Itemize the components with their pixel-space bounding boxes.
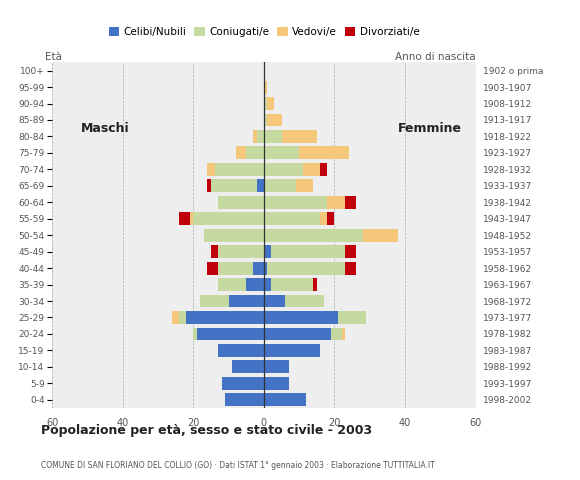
Bar: [204, 229, 264, 241]
Bar: [303, 163, 320, 176]
Bar: [197, 327, 264, 340]
Bar: [201, 295, 229, 308]
Bar: [257, 130, 264, 143]
Bar: [342, 327, 345, 340]
Bar: [264, 130, 281, 143]
Bar: [218, 278, 246, 291]
Bar: [264, 180, 296, 192]
Bar: [264, 311, 338, 324]
Bar: [320, 212, 327, 225]
Bar: [222, 377, 264, 390]
Text: Maschi: Maschi: [81, 122, 129, 135]
Bar: [320, 163, 327, 176]
Bar: [267, 262, 345, 275]
Bar: [264, 327, 331, 340]
Bar: [193, 212, 264, 225]
Bar: [218, 196, 264, 209]
Bar: [186, 311, 264, 324]
Bar: [264, 262, 267, 275]
Bar: [225, 393, 264, 406]
Bar: [267, 114, 281, 126]
Bar: [296, 180, 313, 192]
Bar: [264, 295, 285, 308]
Bar: [179, 212, 190, 225]
Bar: [271, 278, 313, 291]
Bar: [271, 245, 345, 258]
Bar: [345, 245, 356, 258]
Bar: [264, 393, 306, 406]
Bar: [264, 81, 267, 94]
Bar: [327, 196, 345, 209]
Text: Anno di nascita: Anno di nascita: [395, 52, 476, 62]
Bar: [215, 163, 264, 176]
Bar: [331, 327, 342, 340]
Bar: [193, 327, 197, 340]
Bar: [208, 180, 211, 192]
Bar: [327, 212, 335, 225]
Bar: [218, 245, 264, 258]
Bar: [208, 163, 215, 176]
Bar: [253, 130, 257, 143]
Bar: [264, 344, 320, 357]
Bar: [264, 360, 289, 373]
Bar: [211, 245, 218, 258]
Text: COMUNE DI SAN FLORIANO DEL COLLIO (GO) · Dati ISTAT 1° gennaio 2003 · Elaborazio: COMUNE DI SAN FLORIANO DEL COLLIO (GO) ·…: [41, 461, 434, 470]
Bar: [232, 360, 264, 373]
Text: Femmine: Femmine: [398, 122, 462, 135]
Legend: Celibi/Nubili, Coniugati/e, Vedovi/e, Divorziati/e: Celibi/Nubili, Coniugati/e, Vedovi/e, Di…: [104, 23, 423, 41]
Bar: [264, 229, 362, 241]
Text: Popolazione per età, sesso e stato civile - 2003: Popolazione per età, sesso e stato civil…: [41, 424, 372, 437]
Bar: [264, 97, 267, 110]
Bar: [281, 130, 317, 143]
Bar: [264, 212, 320, 225]
Bar: [246, 146, 264, 159]
Bar: [299, 146, 349, 159]
Bar: [229, 295, 264, 308]
Bar: [338, 311, 366, 324]
Bar: [267, 97, 274, 110]
Bar: [218, 262, 253, 275]
Bar: [362, 229, 398, 241]
Bar: [211, 180, 257, 192]
Bar: [218, 344, 264, 357]
Bar: [264, 146, 299, 159]
Bar: [257, 180, 264, 192]
Bar: [264, 114, 267, 126]
Bar: [345, 196, 356, 209]
Bar: [313, 278, 317, 291]
Bar: [179, 311, 186, 324]
Text: Età: Età: [45, 52, 62, 62]
Bar: [285, 295, 324, 308]
Bar: [253, 262, 264, 275]
Bar: [264, 196, 327, 209]
Bar: [235, 146, 246, 159]
Bar: [264, 377, 289, 390]
Bar: [345, 262, 356, 275]
Bar: [264, 278, 271, 291]
Bar: [172, 311, 179, 324]
Bar: [246, 278, 264, 291]
Bar: [264, 163, 303, 176]
Bar: [264, 245, 271, 258]
Bar: [190, 212, 193, 225]
Bar: [208, 262, 218, 275]
